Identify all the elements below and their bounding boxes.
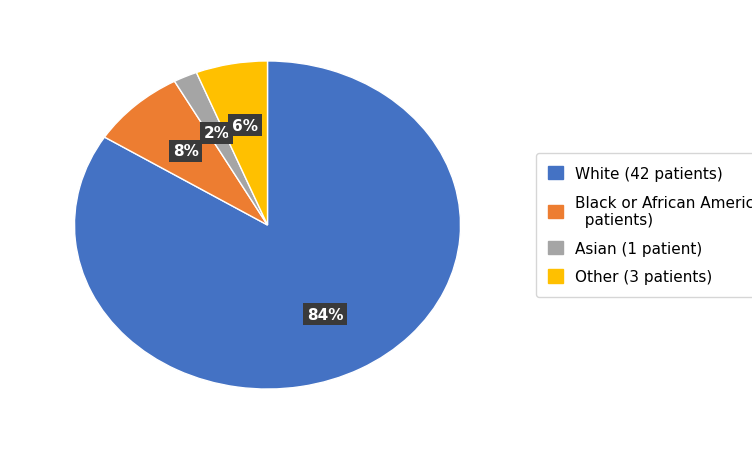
Wedge shape (105, 82, 268, 226)
Text: 2%: 2% (204, 126, 229, 141)
Wedge shape (74, 62, 460, 389)
Text: 6%: 6% (232, 118, 258, 133)
Legend: White (42 patients), Black or African American (4
  patients), Asian (1 patient): White (42 patients), Black or African Am… (535, 154, 752, 297)
Text: 84%: 84% (307, 307, 344, 322)
Wedge shape (196, 62, 268, 226)
Wedge shape (174, 74, 268, 226)
Text: 8%: 8% (173, 144, 199, 159)
